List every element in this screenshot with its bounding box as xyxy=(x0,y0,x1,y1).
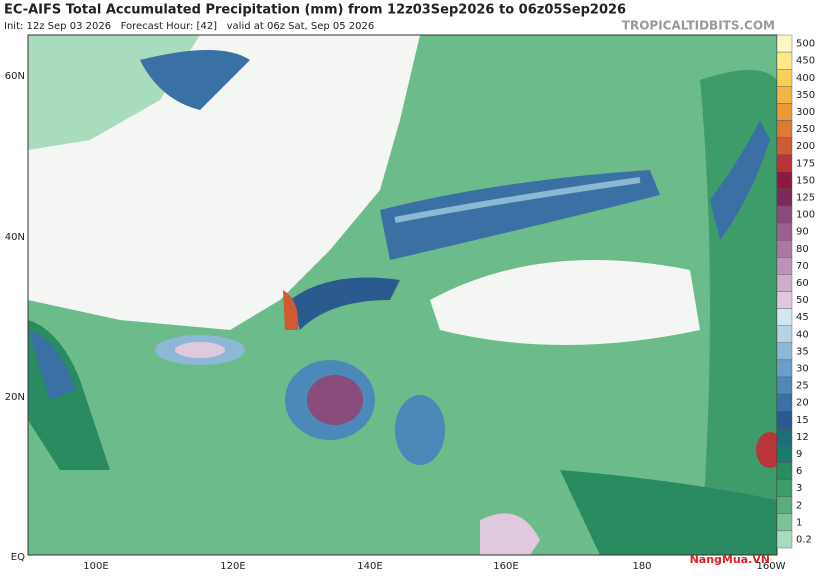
colorbar-label: 500 xyxy=(796,39,815,50)
lat-label: 20N xyxy=(5,392,25,403)
colorbar-swatch xyxy=(776,274,793,292)
colorbar-swatch xyxy=(776,393,793,412)
lat-label: 40N xyxy=(5,232,25,243)
colorbar-label: 250 xyxy=(796,124,815,135)
colorbar-label: 50 xyxy=(796,295,809,306)
colorbar-swatch xyxy=(776,239,793,258)
colorbar-swatch xyxy=(776,68,793,87)
colorbar-label: 450 xyxy=(796,56,815,67)
colorbar-swatch xyxy=(776,171,793,190)
site-watermark: TROPICALTIDBITS.COM xyxy=(622,19,775,33)
colorbar-label: 45 xyxy=(796,312,809,323)
colorbar-swatch xyxy=(776,530,793,549)
map-title: EC-AIFS Total Accumulated Precipitation … xyxy=(4,3,626,18)
colorbar-swatch xyxy=(776,411,793,429)
lon-label: 140E xyxy=(357,561,382,572)
colorbar-swatch xyxy=(776,308,793,326)
colorbar-swatch xyxy=(776,205,793,224)
colorbar-label: 0.2 xyxy=(796,534,812,545)
colorbar-label: 3 xyxy=(796,483,802,494)
lon-label: 120E xyxy=(220,561,245,572)
colorbar-swatch xyxy=(776,428,793,446)
lon-label: 100E xyxy=(83,561,108,572)
colorbar-swatch xyxy=(776,257,793,275)
colorbar-swatch xyxy=(776,103,793,121)
lat-label: EQ xyxy=(11,552,25,563)
colorbar-label: 300 xyxy=(796,107,815,118)
colorbar-label: 70 xyxy=(796,261,809,272)
colorbar-swatch xyxy=(776,222,793,241)
colorbar-swatch xyxy=(776,496,793,515)
colorbar-swatch xyxy=(776,325,793,344)
colorbar-label: 150 xyxy=(796,175,815,186)
colorbar-label: 175 xyxy=(796,158,815,169)
colorbar-swatch xyxy=(776,342,793,361)
colorbar-swatch xyxy=(776,137,793,155)
colorbar-swatch xyxy=(776,188,793,207)
colorbar-label: 40 xyxy=(796,329,809,340)
lon-label: 160W xyxy=(757,561,786,572)
colorbar-label: 125 xyxy=(796,192,815,203)
map-subtitle: Init: 12z Sep 03 2026 Forecast Hour: [42… xyxy=(4,21,374,32)
colorbar-label: 60 xyxy=(796,278,809,289)
colorbar-label: 80 xyxy=(796,244,809,255)
colorbar-label: 20 xyxy=(796,398,809,409)
colorbar-label: 100 xyxy=(796,210,815,221)
colorbar-label: 350 xyxy=(796,90,815,101)
colorbar-label: 6 xyxy=(796,466,802,477)
lat-label: 60N xyxy=(5,71,25,82)
colorbar-label: 1 xyxy=(796,517,802,528)
colorbar-label: 35 xyxy=(796,346,809,357)
colorbar-swatch xyxy=(776,86,793,104)
colorbar-swatch xyxy=(776,120,793,138)
colorbar-label: 400 xyxy=(796,73,815,84)
logo: NangMua.VN xyxy=(690,553,770,566)
colorbar-label: 30 xyxy=(796,363,809,374)
colorbar-swatch xyxy=(776,376,793,395)
lon-label: 180 xyxy=(632,561,651,572)
colorbar-label: 90 xyxy=(796,227,809,238)
colorbar-label: 2 xyxy=(796,500,802,511)
colorbar-swatch xyxy=(776,154,793,172)
colorbar-swatch xyxy=(776,291,793,309)
colorbar-label: 25 xyxy=(796,381,809,392)
lon-label: 160E xyxy=(493,561,518,572)
colorbar-label: 9 xyxy=(796,449,802,460)
colorbar-swatch xyxy=(776,479,793,497)
map-field xyxy=(27,34,778,556)
colorbar-swatch xyxy=(776,34,793,53)
colorbar-swatch xyxy=(776,445,793,463)
colorbar-swatch xyxy=(776,462,793,480)
colorbar-label: 15 xyxy=(796,415,809,426)
colorbar-swatch xyxy=(776,359,793,378)
colorbar-label: 12 xyxy=(796,432,809,443)
colorbar-label: 200 xyxy=(796,141,815,152)
colorbar-swatch xyxy=(776,513,793,532)
colorbar-swatch xyxy=(776,51,793,70)
